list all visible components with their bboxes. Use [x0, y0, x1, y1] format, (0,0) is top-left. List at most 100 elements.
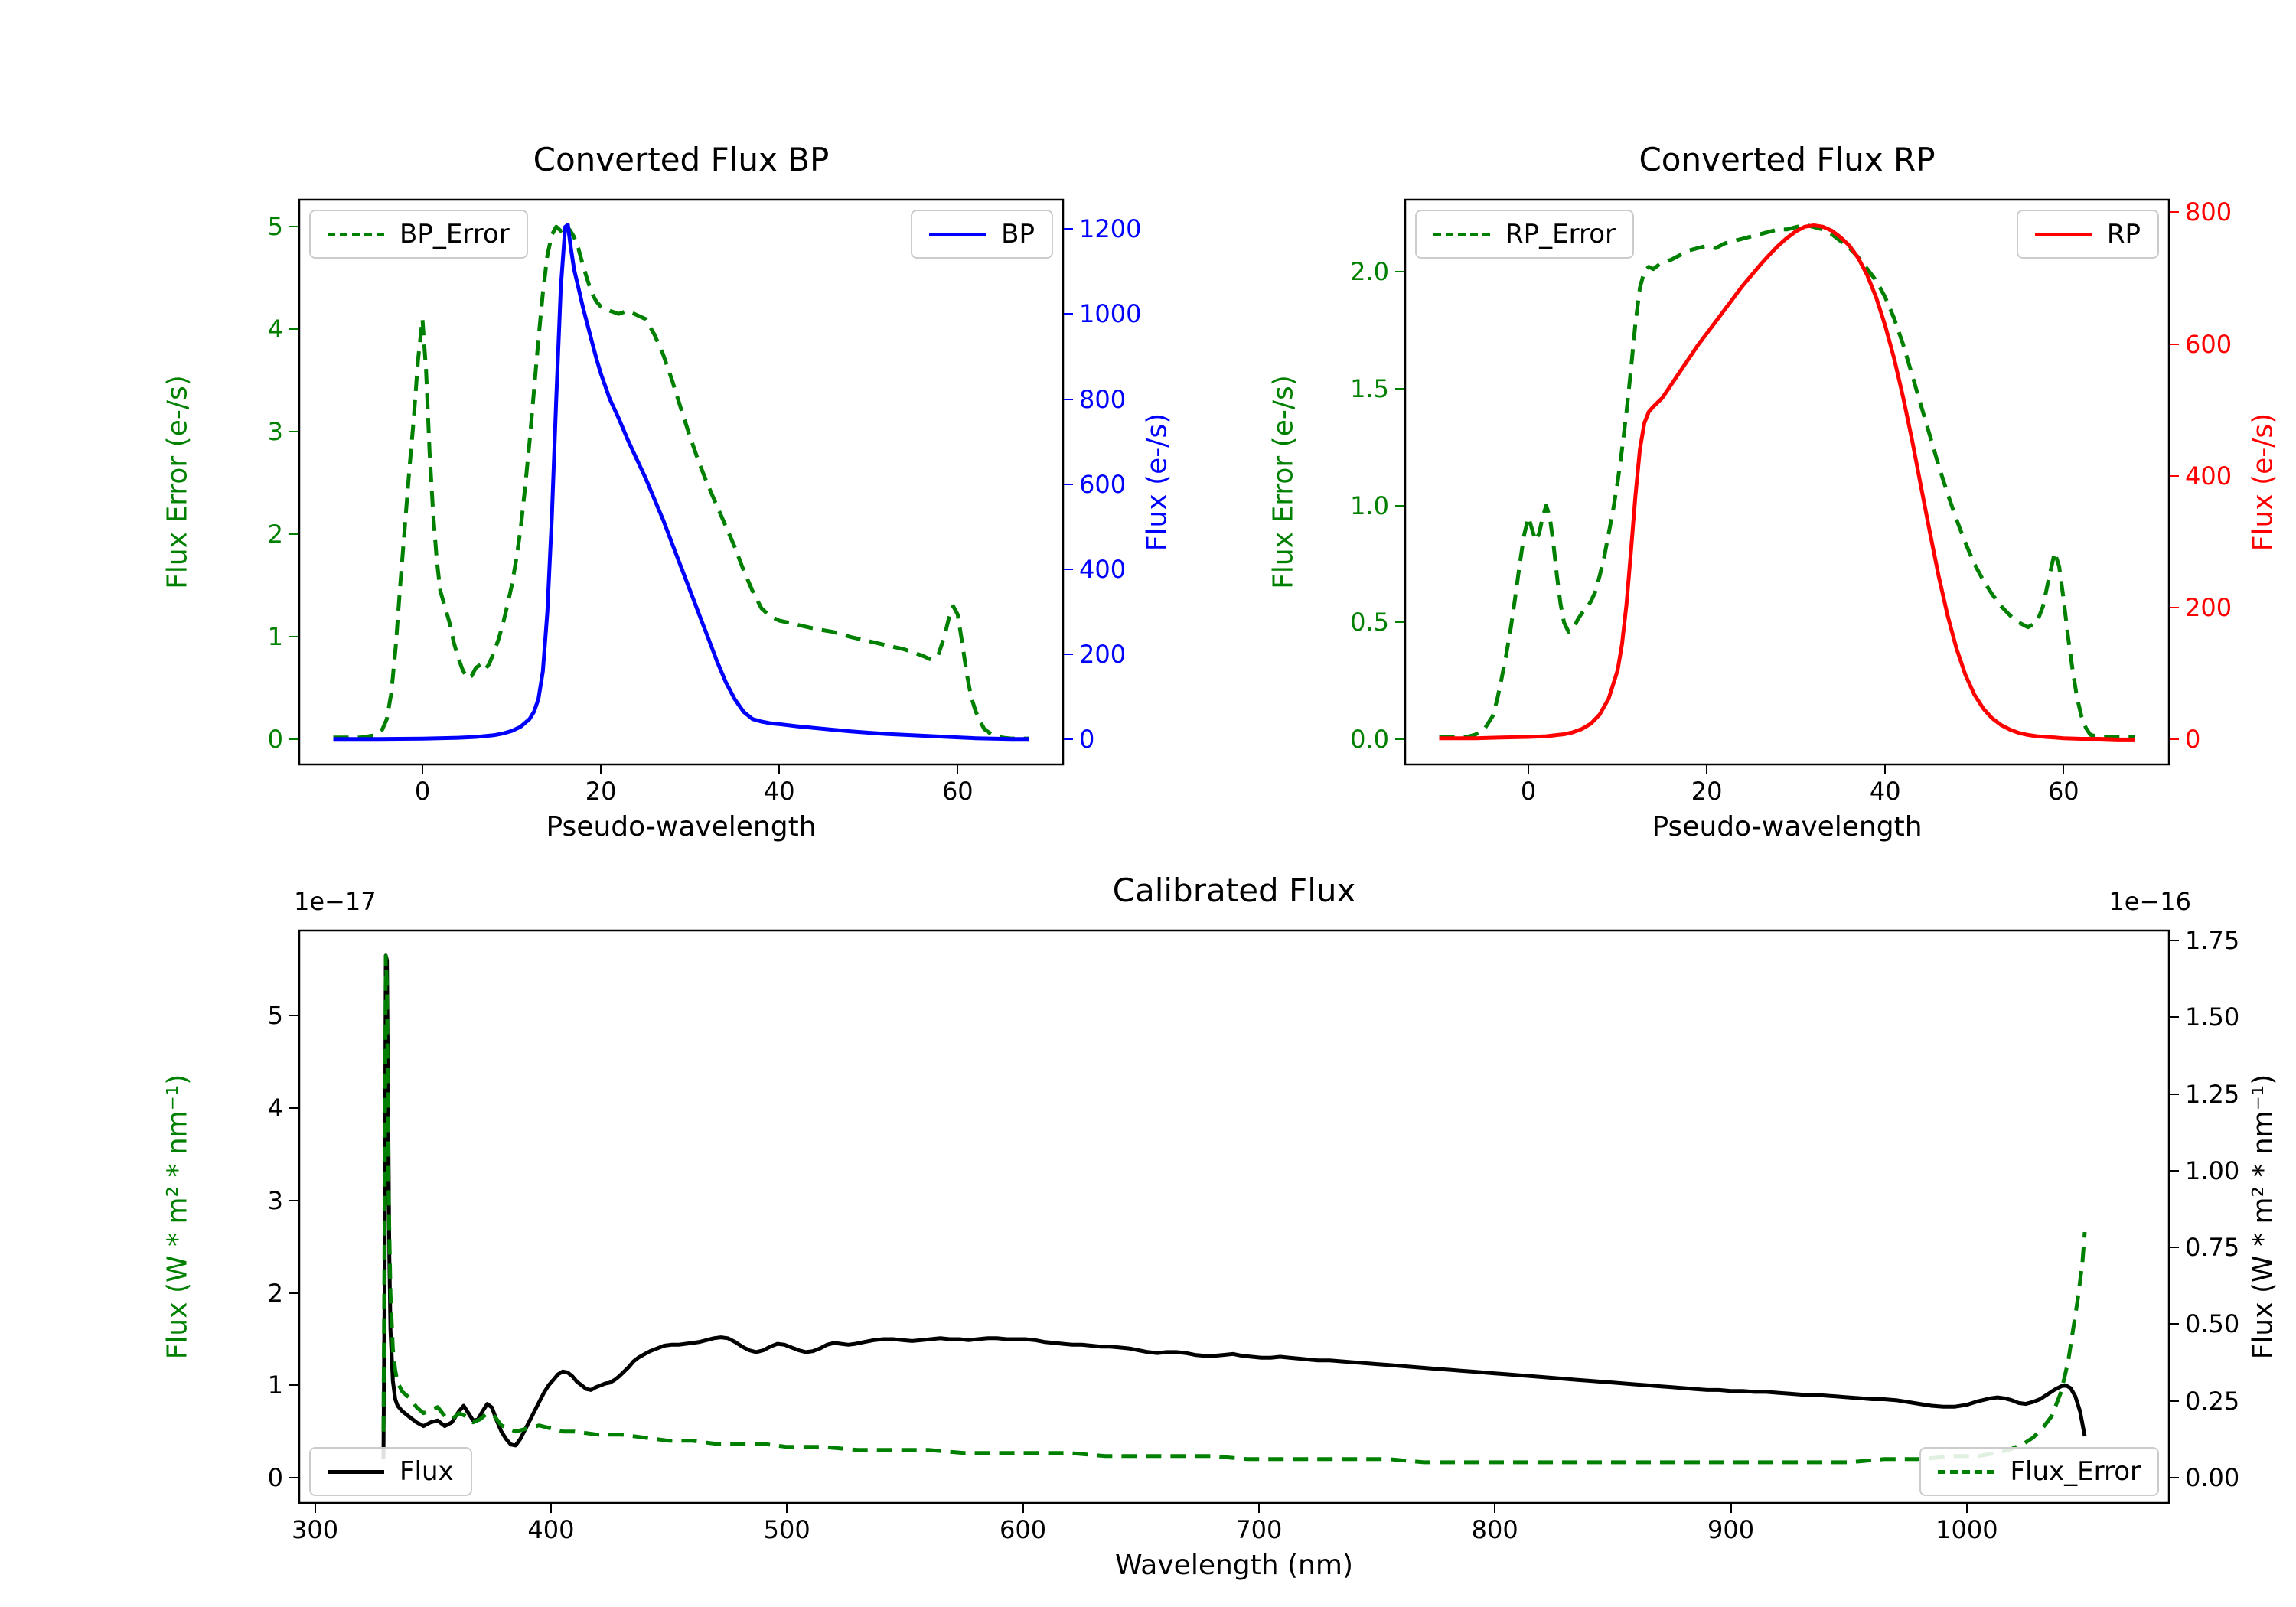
- x-tick-label: 300: [292, 1515, 339, 1544]
- bp-error-legend: BP_Error: [309, 210, 528, 259]
- x-tick-mark: [314, 1504, 316, 1513]
- left-y-tick-label: 0: [267, 725, 283, 755]
- left-y-tick-mark: [1395, 270, 1404, 272]
- bp-line: [333, 223, 1029, 742]
- right-y-tick-mark: [2170, 1476, 2179, 1478]
- x-tick-label: 800: [1471, 1515, 1518, 1544]
- left-y-tick-label: 1.0: [1350, 491, 1389, 520]
- x-tick-label: 400: [527, 1515, 575, 1544]
- x-tick-mark: [600, 765, 602, 774]
- right-y-tick-label: 0.00: [2185, 1462, 2240, 1492]
- left-y-tick-mark: [289, 1477, 298, 1479]
- x-tick-label: 0: [414, 777, 431, 806]
- right-y-tick-mark: [2170, 1093, 2179, 1095]
- x-tick-mark: [2063, 765, 2065, 774]
- rp-legend: RP: [2016, 210, 2159, 259]
- x-tick-label: 500: [763, 1515, 810, 1544]
- x-tick-mark: [1884, 765, 1887, 774]
- right-y-tick-mark: [2170, 940, 2179, 942]
- right-y-tick-label: 1200: [1079, 214, 1142, 244]
- bp-legend-line-sample: [929, 232, 987, 236]
- right-y-tick-label: 1.25: [2185, 1079, 2240, 1109]
- left-y-tick-label: 1: [267, 622, 283, 652]
- right-y-tick-label: 600: [2185, 329, 2232, 359]
- x-tick-label: 40: [1869, 777, 1901, 806]
- right-y-tick-mark: [2170, 474, 2179, 477]
- flux-error-legend-label: Flux_Error: [2010, 1456, 2141, 1487]
- x-tick-mark: [1257, 1504, 1260, 1513]
- left-axis-offset-text: 1e−17: [294, 887, 377, 916]
- right-y-tick-mark: [2170, 1016, 2179, 1019]
- right-y-tick-label: 0: [1079, 725, 1095, 755]
- left-y-tick-label: 5: [267, 1001, 283, 1031]
- right-y-tick-label: 200: [1079, 640, 1127, 670]
- x-tick-mark: [786, 1504, 788, 1513]
- chart-converted-flux-bp: Converted Flux BP Pseudo-wavelength Flux…: [162, 141, 1173, 843]
- x-tick-mark: [1528, 765, 1529, 774]
- bp-error-legend-label: BP_Error: [400, 219, 510, 249]
- rp-line: [1439, 223, 2135, 742]
- left-y-tick-label: 3: [267, 417, 283, 447]
- flux-error-legend: Flux_Error: [1919, 1447, 2159, 1496]
- calibrated-xaxis-label: Wavelength (nm): [1115, 1550, 1353, 1581]
- right-y-tick-mark: [2170, 1323, 2179, 1325]
- right-y-tick-label: 0.75: [2185, 1233, 2240, 1263]
- bp-left-yaxis-label: Flux Error (e-/s): [161, 375, 194, 589]
- flux-legend: Flux: [309, 1447, 472, 1496]
- x-tick-label: 600: [1000, 1515, 1047, 1544]
- flux-error-legend-line-sample: [1938, 1469, 1995, 1474]
- bp-error-legend-line-sample: [328, 232, 384, 236]
- right-y-tick-label: 400: [2185, 461, 2232, 491]
- rp-legend-label: RP: [2106, 219, 2141, 249]
- right-y-tick-mark: [1064, 398, 1073, 400]
- chart-calibrated-flux: Calibrated Flux Wavelength (nm) Flux (W …: [162, 872, 2279, 1581]
- x-tick-mark: [957, 765, 959, 774]
- right-y-tick-mark: [1064, 483, 1073, 485]
- x-tick-label: 60: [941, 777, 974, 806]
- right-y-tick-mark: [2170, 211, 2179, 214]
- left-y-tick-mark: [1395, 504, 1404, 507]
- right-y-tick-mark: [1064, 568, 1073, 570]
- left-y-tick-label: 0.5: [1350, 608, 1389, 637]
- x-tick-mark: [422, 765, 423, 774]
- calibrated-left-yaxis-label: Flux (W * m² * nm⁻¹): [161, 1074, 194, 1360]
- left-y-tick-mark: [289, 226, 298, 228]
- right-y-tick-label: 800: [1079, 384, 1127, 414]
- right-y-tick-mark: [1064, 228, 1073, 230]
- left-y-tick-mark: [289, 1107, 298, 1110]
- left-y-tick-mark: [289, 1292, 298, 1294]
- right-y-tick-label: 800: [2185, 197, 2232, 227]
- left-y-tick-mark: [289, 636, 298, 638]
- left-y-tick-mark: [289, 1384, 298, 1387]
- right-y-tick-mark: [1064, 654, 1073, 656]
- calibrated-right-yaxis-label: Flux (W * m² * nm⁻¹): [2247, 1074, 2279, 1360]
- x-tick-label: 20: [1691, 777, 1723, 806]
- right-y-tick-label: 0: [2185, 725, 2201, 755]
- axes-frame: [298, 198, 1065, 766]
- left-y-tick-mark: [289, 533, 298, 536]
- x-tick-mark: [1706, 765, 1708, 774]
- left-y-tick-label: 4: [267, 315, 283, 344]
- left-y-tick-mark: [1395, 738, 1404, 741]
- rp-legend-line-sample: [2034, 232, 2092, 236]
- left-y-tick-mark: [289, 431, 298, 433]
- rp-title: Converted Flux RP: [1639, 141, 1936, 178]
- x-tick-label: 60: [2047, 777, 2079, 806]
- left-y-tick-label: 4: [267, 1094, 283, 1123]
- right-y-tick-mark: [2170, 1247, 2179, 1249]
- left-y-tick-label: 0.0: [1350, 725, 1389, 755]
- right-y-tick-label: 1.00: [2185, 1156, 2240, 1185]
- left-y-tick-label: 1: [267, 1371, 283, 1400]
- bp-xaxis-label: Pseudo-wavelength: [546, 811, 817, 843]
- x-tick-mark: [1022, 1504, 1024, 1513]
- flux-legend-label: Flux: [400, 1456, 454, 1487]
- x-tick-label: 20: [585, 777, 617, 806]
- right-y-tick-label: 1.50: [2185, 1002, 2240, 1032]
- x-tick-label: 1000: [1936, 1515, 1998, 1544]
- x-tick-label: 900: [1707, 1515, 1755, 1544]
- rp-error-line: [1439, 223, 2135, 739]
- left-y-tick-mark: [289, 738, 298, 741]
- left-y-tick-mark: [1395, 621, 1404, 624]
- bp-legend: BP: [911, 210, 1053, 259]
